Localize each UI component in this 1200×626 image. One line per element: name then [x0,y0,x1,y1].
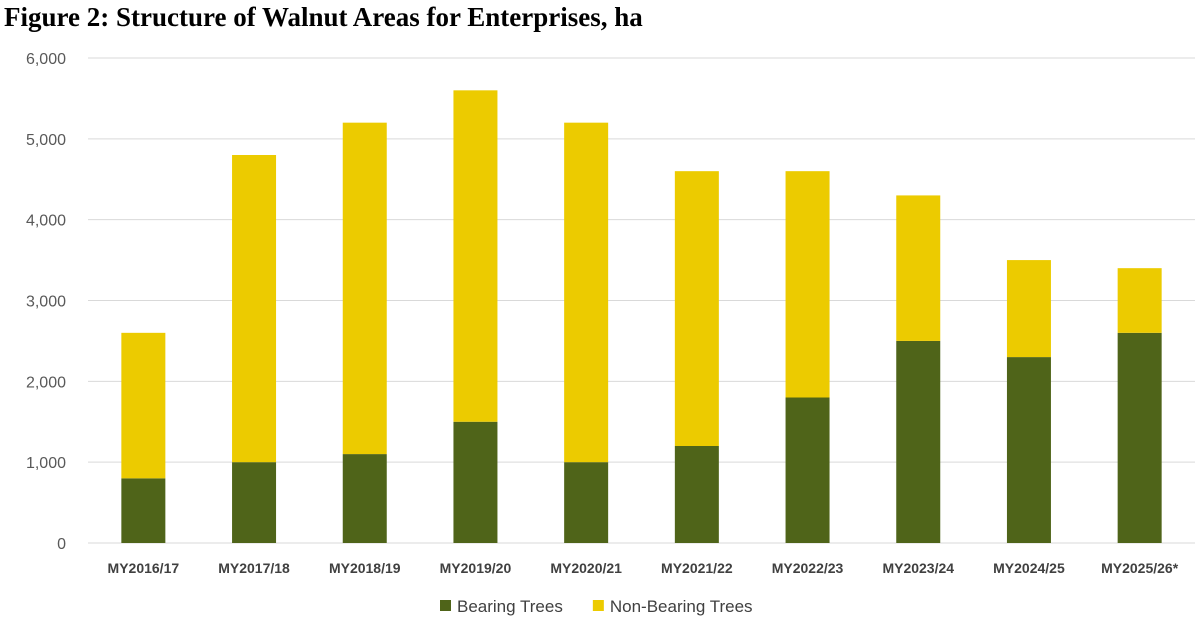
bar-non-bearing-trees [232,155,277,463]
x-tick-label: MY2025/26* [1101,560,1179,576]
x-tick-label: MY2019/20 [440,560,512,576]
bar-non-bearing-trees [674,171,719,446]
bar-non-bearing-trees [342,122,387,455]
bar-bearing-trees [453,421,498,543]
bar-bearing-trees [1006,357,1051,543]
legend-label: Non-Bearing Trees [610,597,753,616]
x-tick-label: MY2018/19 [329,560,401,576]
y-tick-label: 1,000 [26,455,66,472]
bar-non-bearing-trees [121,332,166,479]
x-tick-label: MY2021/22 [661,560,733,576]
bar-bearing-trees [342,454,387,543]
bar-bearing-trees [1117,332,1162,543]
bar-bearing-trees [674,446,719,543]
y-tick-label: 4,000 [26,213,66,230]
bar-bearing-trees [232,462,277,543]
legend-swatch [592,600,604,611]
bar-non-bearing-trees [453,90,498,422]
y-tick-label: 6,000 [26,51,66,68]
bar-bearing-trees [564,462,609,543]
x-tick-label: MY2023/24 [882,560,954,576]
y-tick-label: 5,000 [26,132,66,149]
bar-bearing-trees [896,340,941,543]
legend-label: Bearing Trees [457,597,563,616]
bar-non-bearing-trees [1117,268,1162,333]
bar-bearing-trees [785,397,830,543]
x-tick-label: MY2024/25 [993,560,1065,576]
bar-bearing-trees [121,478,166,543]
x-tick-label: MY2017/18 [218,560,290,576]
legend-swatch [440,600,451,611]
y-tick-label: 3,000 [26,294,66,311]
bar-non-bearing-trees [785,171,830,398]
bar-non-bearing-trees [1006,260,1051,358]
y-tick-label: 2,000 [26,374,66,391]
y-tick-label: 0 [57,536,66,553]
x-tick-label: MY2020/21 [550,560,622,576]
bar-non-bearing-trees [564,122,609,463]
x-tick-label: MY2016/17 [108,560,180,576]
x-tick-label: MY2022/23 [772,560,844,576]
bar-non-bearing-trees [896,195,941,341]
chart-title: Figure 2: Structure of Walnut Areas for … [4,2,643,32]
